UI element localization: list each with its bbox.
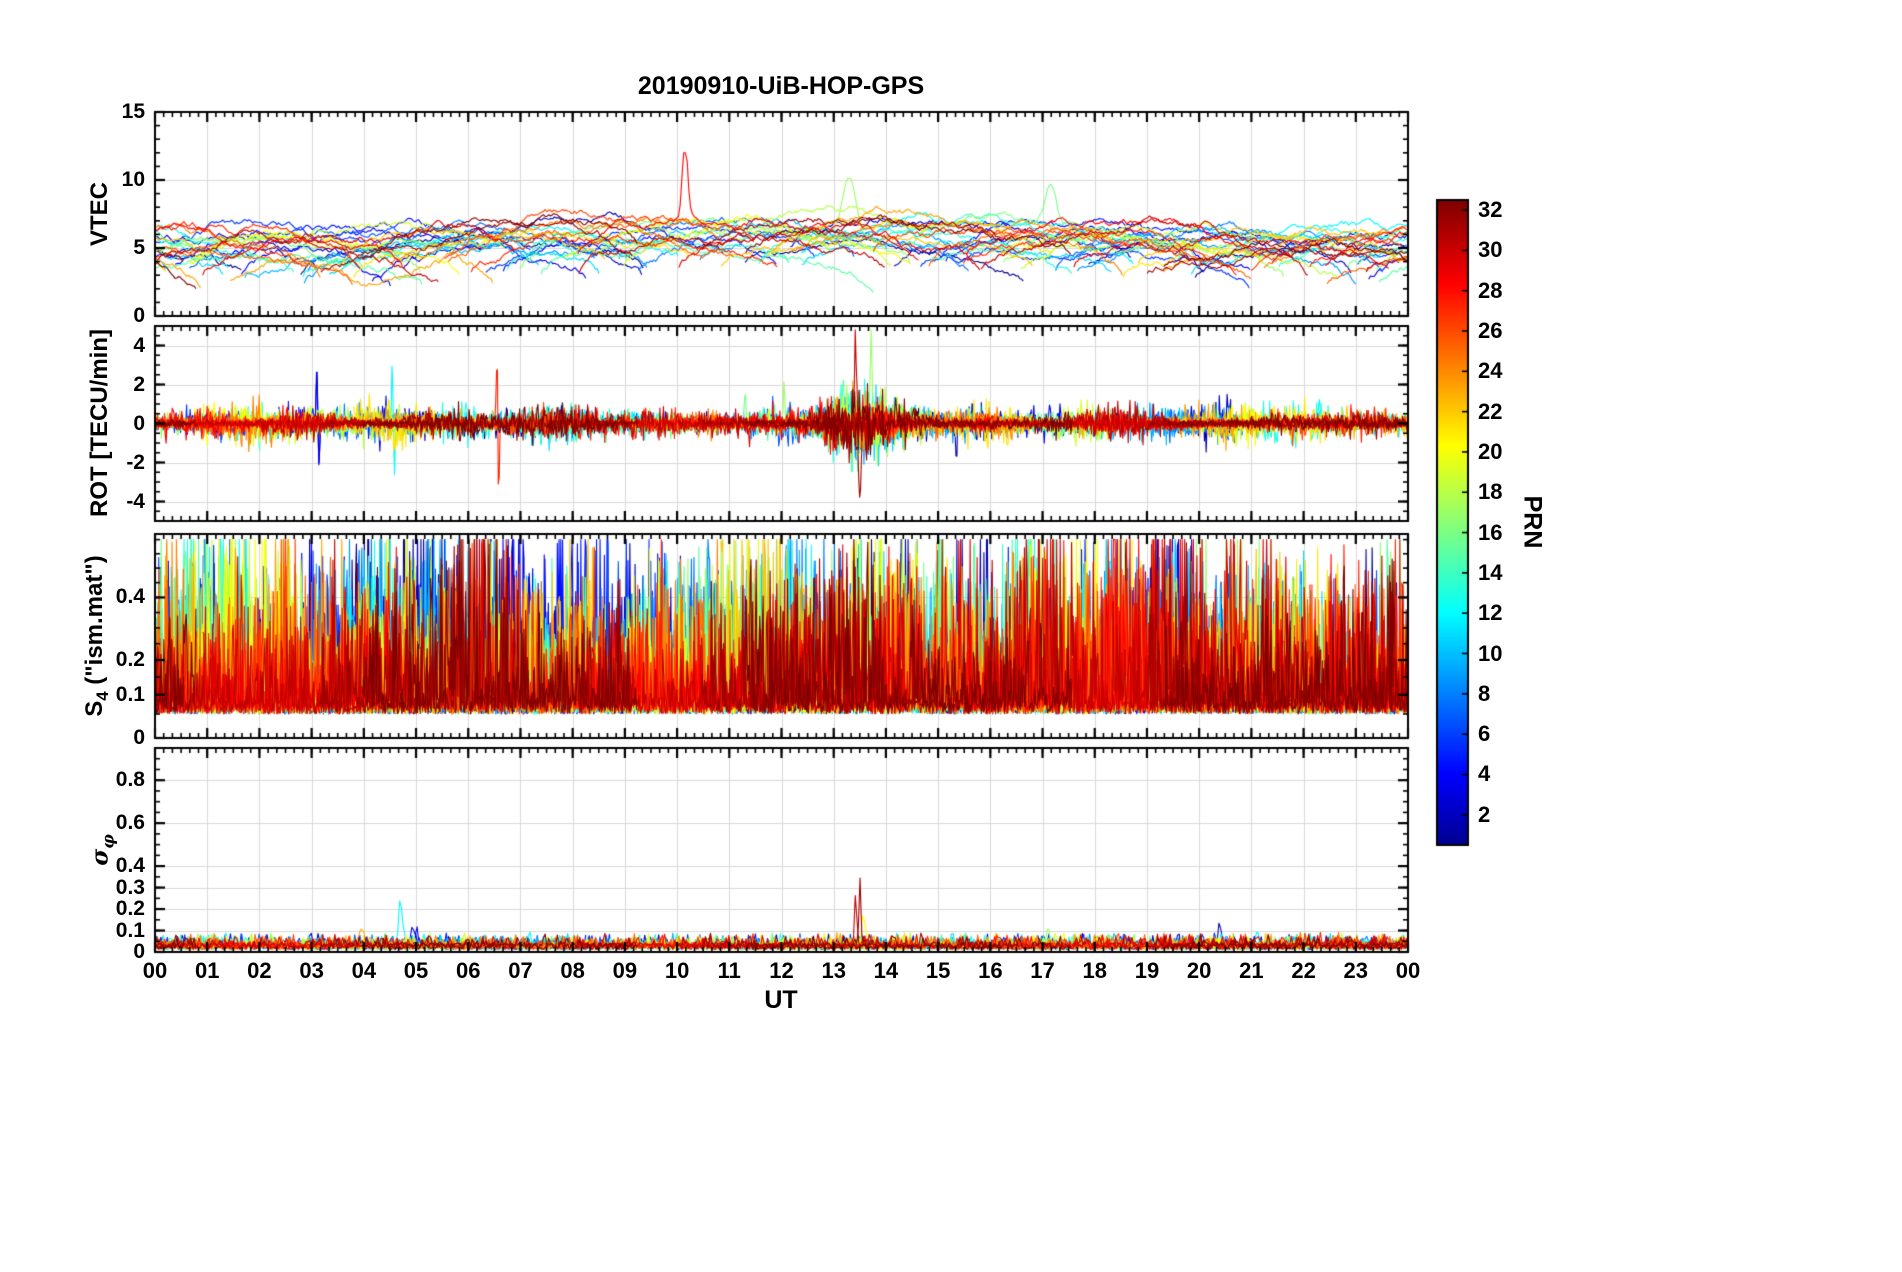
x-tick-label: 03 — [299, 958, 324, 983]
y-axis-label-rot: ROT [TECU/min] — [86, 329, 113, 517]
colorbar-tick-label: 16 — [1478, 519, 1503, 545]
y-tick-label: 0.1 — [115, 918, 145, 942]
x-tick-label: 12 — [769, 958, 794, 983]
chart-title: 20190910-UiB-HOP-GPS — [637, 72, 925, 100]
colorbar-tick-label: 20 — [1478, 438, 1503, 464]
x-tick-label: 20 — [1186, 958, 1212, 983]
x-tick-label: 02 — [247, 958, 272, 983]
y-tick-label: 2 — [133, 372, 145, 396]
x-tick-label: 14 — [873, 958, 899, 983]
y-tick-label: 0 — [133, 940, 145, 963]
colorbar-tick-label: 10 — [1478, 640, 1503, 666]
x-tick-label: 09 — [612, 958, 638, 983]
y-tick-label: 0 — [133, 411, 145, 435]
sigma-symbol: σ — [86, 848, 114, 866]
x-tick-label: 17 — [1030, 958, 1055, 983]
x-axis-label: UT — [764, 986, 798, 1014]
colorbar-tick-label: 28 — [1478, 277, 1503, 303]
x-tick-label: 10 — [664, 958, 690, 983]
x-tick-label: 19 — [1134, 958, 1160, 983]
y-tick-label: 0.2 — [115, 897, 145, 921]
s4-suffix: ("ism.mat") — [81, 555, 109, 692]
x-tick-label: 21 — [1239, 958, 1264, 983]
y-tick-label: 0.2 — [115, 648, 145, 672]
colorbar-tick-label: 8 — [1478, 680, 1491, 706]
y-tick-label: -2 — [126, 450, 145, 474]
x-tick-label: 16 — [978, 958, 1003, 983]
x-tick-label: 15 — [925, 958, 951, 983]
colorbar-tick-label: 32 — [1478, 197, 1503, 223]
x-tick-label: 07 — [508, 958, 533, 983]
x-tick-label: 13 — [821, 958, 846, 983]
colorbar-tick-label: 30 — [1478, 237, 1503, 263]
y-tick-label: 0.4 — [115, 585, 145, 609]
y-axis-label-s4: S4 ("ism.mat") — [81, 555, 113, 716]
y-tick-label: 0.6 — [115, 811, 145, 835]
y-tick-label: 4 — [133, 333, 145, 357]
colorbar-tick-label: 18 — [1478, 479, 1503, 505]
x-tick-label: 00 — [142, 958, 168, 983]
x-tick-label: 22 — [1291, 958, 1316, 983]
y-tick-label: 0.1 — [115, 682, 145, 706]
colorbar-tick-label: 24 — [1478, 358, 1503, 384]
colorbar-tick-label: 26 — [1478, 318, 1503, 344]
colorbar-label: PRN — [1518, 495, 1547, 549]
x-tick-label: 04 — [351, 958, 377, 983]
s4-symbol: S — [81, 700, 109, 717]
y-tick-label: 5 — [133, 236, 145, 259]
x-tick-label: 08 — [560, 958, 585, 983]
y-tick-label: 10 — [121, 168, 145, 191]
y-axis-label-sigma-phi: σφ — [87, 834, 118, 866]
colorbar-tick-label: 22 — [1478, 398, 1503, 424]
x-tick-label: 01 — [194, 958, 220, 983]
y-tick-label: 0 — [133, 304, 145, 327]
x-tick-label: 06 — [456, 958, 481, 983]
colorbar-tick-label: 4 — [1478, 761, 1491, 787]
y-tick-label: 15 — [121, 100, 145, 123]
colorbar-tick-label: 6 — [1478, 721, 1491, 747]
y-axis-label-vtec: VTEC — [86, 181, 113, 247]
colorbar-tick-label: 14 — [1478, 559, 1503, 585]
x-tick-label: 18 — [1082, 958, 1107, 983]
y-tick-label: 0 — [133, 726, 145, 749]
x-tick-label: 11 — [717, 958, 741, 983]
s4-subscript: 4 — [92, 691, 112, 701]
x-tick-label: 05 — [403, 958, 429, 983]
x-tick-label: 00 — [1395, 958, 1421, 983]
y-tick-label: 0.3 — [115, 875, 145, 899]
colorbar-tick-label: 2 — [1478, 801, 1491, 827]
y-tick-label: 0.8 — [115, 768, 145, 792]
phi-subscript: φ — [98, 834, 118, 849]
y-tick-label: -4 — [126, 489, 145, 513]
colorbar-tick-label: 12 — [1478, 600, 1503, 626]
x-tick-label: 23 — [1343, 958, 1369, 983]
y-tick-label: 0.4 — [115, 854, 145, 878]
